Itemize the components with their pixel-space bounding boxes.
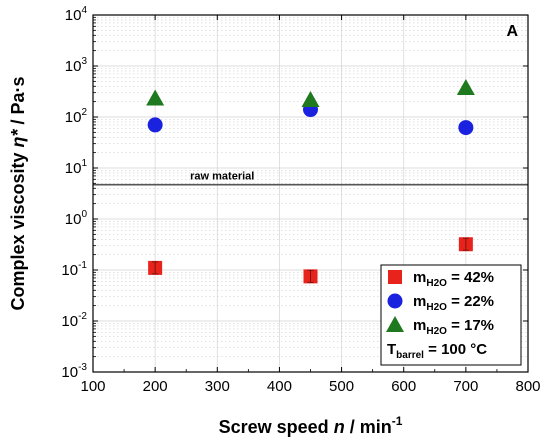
y-tick-label: 100 xyxy=(65,209,88,228)
x-tick-label: 300 xyxy=(205,378,230,395)
data-marks xyxy=(146,79,475,284)
axis-ticks: 100 200 300 400 500 600 700 800 10-3 10-2 10-1 100 1… xyxy=(61,5,540,395)
x-axis-title: Screw speed n / min-1 xyxy=(219,414,403,437)
legend: mH2O = 42% mH2O = 22% mH2O = 17% Tbarrel = … xyxy=(380,264,522,366)
y-tick-label: 10-2 xyxy=(61,311,87,330)
data-point-triangle xyxy=(146,89,165,106)
x-tick-label: 200 xyxy=(143,378,168,395)
y-tick-label: 103 xyxy=(65,56,88,75)
data-point-triangle xyxy=(301,91,320,108)
data-point-circle xyxy=(147,117,163,133)
legend-marker-circle xyxy=(387,293,403,309)
legend-barrel-temperature: Tbarrel = 100 °C xyxy=(387,341,487,361)
reference-line-group: raw material xyxy=(93,171,528,186)
raw-material-label: raw material xyxy=(190,171,254,183)
y-tick-label: 101 xyxy=(65,158,88,177)
y-tick-label: 10-3 xyxy=(61,362,87,381)
panel-label: A xyxy=(506,23,518,40)
legend-marker-triangle xyxy=(386,316,404,332)
y-tick-label: 102 xyxy=(65,107,88,126)
legend-box xyxy=(380,264,522,366)
legend-entry-label: mH2O = 22% xyxy=(413,293,494,313)
y-tick-label: 104 xyxy=(65,5,88,24)
data-point-circle xyxy=(458,120,474,136)
x-tick-label: 800 xyxy=(515,378,540,395)
x-tick-label: 500 xyxy=(329,378,354,395)
data-point-triangle xyxy=(456,79,475,96)
x-tick-label: 700 xyxy=(453,378,478,395)
y-tick-label: 10-1 xyxy=(61,260,87,279)
x-tick-label: 100 xyxy=(80,378,105,395)
legend-entry-label: mH2O = 17% xyxy=(413,317,494,337)
x-tick-label: 600 xyxy=(391,378,416,395)
legend-marker-square xyxy=(388,270,402,284)
y-axis-title: Complex viscosity η* / Pa·s xyxy=(8,76,28,310)
x-tick-label: 400 xyxy=(267,378,292,395)
legend-entry-label: mH2O = 42% xyxy=(413,269,494,289)
